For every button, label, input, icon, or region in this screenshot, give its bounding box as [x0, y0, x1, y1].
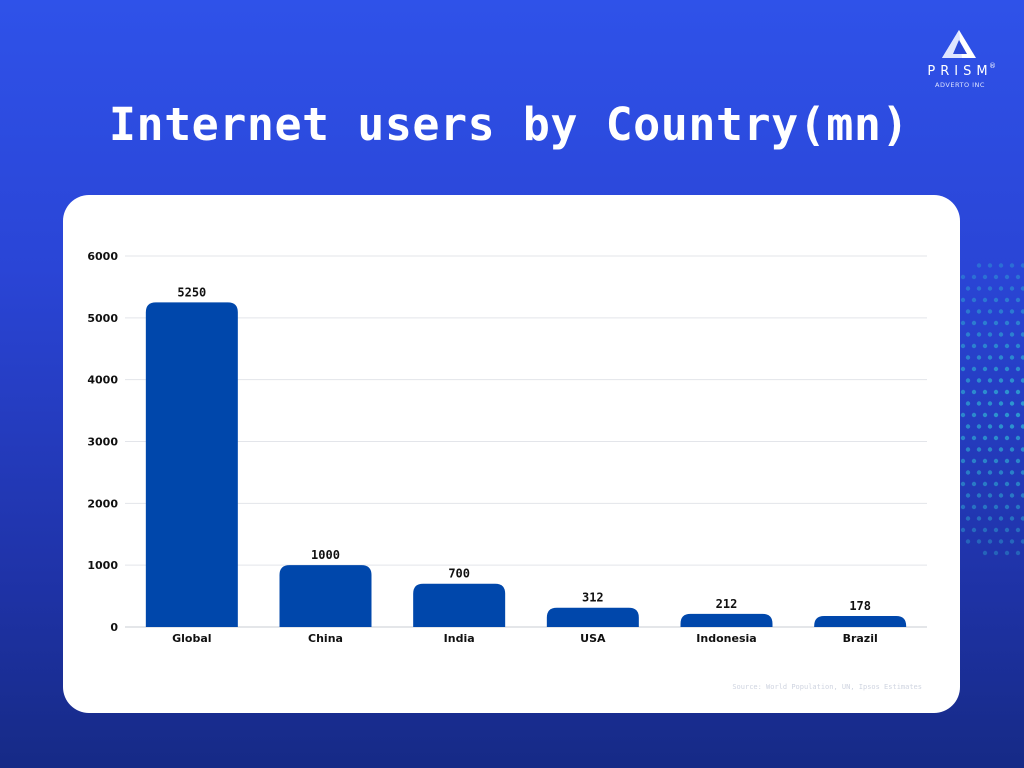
x-tick-label: China	[308, 632, 343, 645]
bar	[546, 607, 639, 627]
y-tick-label: 6000	[87, 250, 118, 263]
decorative-dot-pattern	[960, 263, 1024, 556]
y-tick-label: 2000	[87, 497, 118, 510]
bar	[680, 613, 773, 627]
data-label: 312	[582, 591, 604, 605]
logo-name: PRISM	[927, 64, 993, 79]
data-label: 178	[849, 599, 871, 613]
x-tick-label: Global	[172, 632, 211, 645]
source-note: Source: World Population, UN, Ipsos Esti…	[732, 683, 922, 691]
bar	[413, 583, 506, 627]
x-tick-label: Brazil	[843, 632, 878, 645]
chart-title: Internet users by Country(mn)	[108, 98, 910, 151]
logo-subtitle: ADVERTO INC	[935, 81, 985, 89]
y-tick-label: 5000	[87, 312, 118, 325]
y-tick-label: 4000	[87, 374, 118, 387]
registered-mark: ®	[989, 62, 996, 70]
bar	[145, 302, 238, 627]
data-label: 212	[716, 597, 738, 611]
prism-triangle-icon	[942, 30, 976, 58]
chart-card: 0 1000 2000 3000 4000 5000 6000 5250 Global 1000 C…	[63, 195, 960, 713]
x-tick-label: India	[444, 632, 475, 645]
y-tick-label: 1000	[87, 559, 118, 572]
y-tick-label: 0	[110, 621, 118, 634]
x-tick-label: USA	[580, 632, 606, 645]
data-label: 1000	[311, 548, 340, 562]
bar-chart: 0 1000 2000 3000 4000 5000 6000 5250 Global 1000 C…	[87, 250, 927, 645]
data-label: 5250	[177, 285, 206, 299]
bar	[814, 615, 907, 627]
bar	[279, 565, 372, 627]
prism-logo: PRISM ® ADVERTO INC	[922, 28, 998, 94]
x-tick-label: Indonesia	[696, 632, 756, 645]
data-label: 700	[448, 567, 470, 581]
y-tick-label: 3000	[87, 436, 118, 449]
